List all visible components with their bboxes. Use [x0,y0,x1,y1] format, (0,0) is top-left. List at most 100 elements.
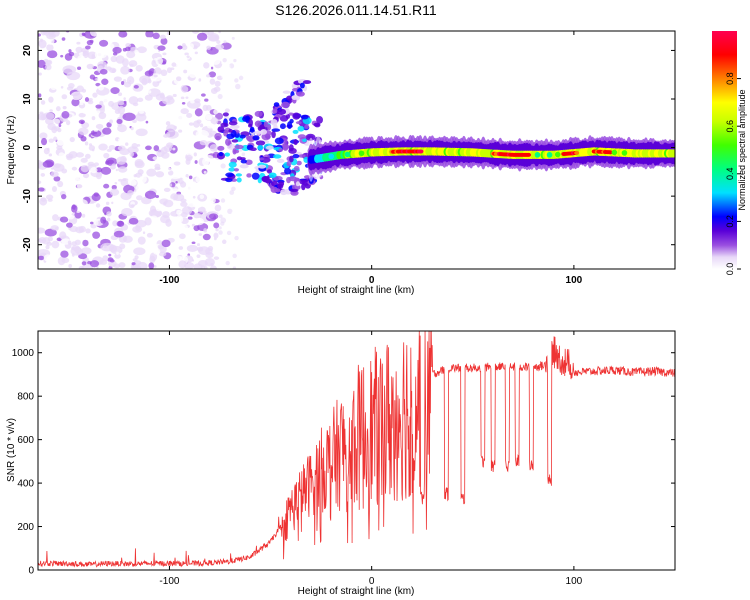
heatmap-cell [78,265,85,269]
heatmap-cell [90,167,98,174]
heatmap-cell [90,221,94,225]
heatmap-cell [38,93,42,98]
heatmap-cell [50,225,59,231]
heatmap-cell [292,112,301,120]
heatmap-cell [240,159,247,164]
heatmap-cell [160,69,168,77]
heatmap-cell [202,233,211,241]
heatmap-cell [56,237,62,242]
heatmap-cell [160,37,168,45]
heatmap-cell [91,54,96,59]
heatmap-cell [41,263,45,267]
heatmap-cell [176,209,182,216]
heatmap-cell [239,134,246,139]
heatmap-cell [225,172,235,178]
heatmap-cell [91,116,96,121]
heatmap-cell [193,225,200,232]
heatmap-cell [152,32,160,40]
heatmap-cell [91,193,101,202]
heatmap-cell [117,138,122,142]
heatmap-cell [305,133,316,141]
heatmap-cell [152,248,161,255]
heatmap-cell [45,59,53,65]
heatmap-cell [131,264,142,269]
heatmap-cell [249,126,255,133]
heatmap-cell [75,46,83,53]
heatmap-cell [203,228,208,233]
heatmap-cell [621,150,628,156]
heatmap-cell [40,100,46,105]
heatmap-cell [157,45,166,51]
heatmap-cell [205,247,213,255]
heatmap-cell [200,265,206,269]
heatmap-cell [150,215,158,220]
heatmap-cell [74,198,88,208]
heatmap-cell [236,252,241,257]
colorbar-ticks [737,78,741,270]
heatmap-cell [133,85,139,89]
heatmap-cell [248,118,253,127]
heatmap-cell [273,102,280,107]
heatmap-cell [264,178,272,184]
colorbar-tick-label-0.0: 0.0 [725,263,735,276]
heatmap-cell [153,74,158,78]
top-ytick-label-neg10: -10 [22,188,33,203]
heatmap-cell [81,213,86,218]
heatmap-cell [53,163,61,168]
heatmap-cell [232,266,237,269]
heatmap-cell [237,102,242,108]
heatmap-cell [235,83,241,90]
heatmap-cell [53,176,61,182]
heatmap-cell [68,49,72,53]
heatmap-cell [166,142,174,148]
heatmap-cell [95,104,102,109]
heatmap-cell [268,172,277,178]
snr-plot-area [38,331,675,568]
top-ytick-label-10: 10 [22,93,33,105]
heatmap-cell [81,88,87,93]
heatmap-cell [65,120,71,126]
heatmap-cell [115,168,118,172]
heatmap-cell [171,62,177,67]
heatmap-cell [48,138,54,143]
heatmap-cell [102,127,112,135]
heatmap-cell [93,162,100,167]
heatmap-cell [45,64,52,71]
heatmap-cell [38,39,47,48]
heatmap-cell [166,31,171,36]
heatmap-cell [174,246,178,249]
heatmap-cell [74,210,82,219]
heatmap-cell [130,201,135,206]
heatmap-cell [205,114,213,121]
heatmap-cell [209,200,214,205]
heatmap-cell [114,109,121,115]
heatmap-cell [67,214,75,220]
heatmap-cell [99,100,104,106]
heatmap-cell [526,152,532,157]
heatmap-cell [78,225,86,233]
heatmap-cell [187,216,193,220]
heatmap-cell [136,46,147,54]
heatmap-cell [261,133,271,141]
colorbar-tick-label-0.6: 0.6 [725,120,735,133]
heatmap-cell [103,244,107,249]
heatmap-cell [71,204,78,213]
heatmap-cell [81,80,91,88]
heatmap-cell [229,124,240,129]
spectrogram-heatmap [38,31,675,269]
heatmap-cell [44,228,57,237]
heatmap-cell [224,152,231,157]
heatmap-cell [215,164,222,170]
heatmap-cell [220,122,229,128]
heatmap-cell [138,110,145,114]
heatmap-cell [228,161,237,168]
heatmap-cell [233,58,237,63]
bottom-ytick-label-0: 0 [28,566,34,577]
heatmap-cell [162,211,170,218]
heatmap-cell [240,97,245,102]
heatmap-cell [66,71,81,81]
heatmap-cell [142,231,146,235]
heatmap-cell [285,114,291,119]
top-xtick-label-neg100: -100 [159,275,179,286]
heatmap-cell [206,123,215,129]
